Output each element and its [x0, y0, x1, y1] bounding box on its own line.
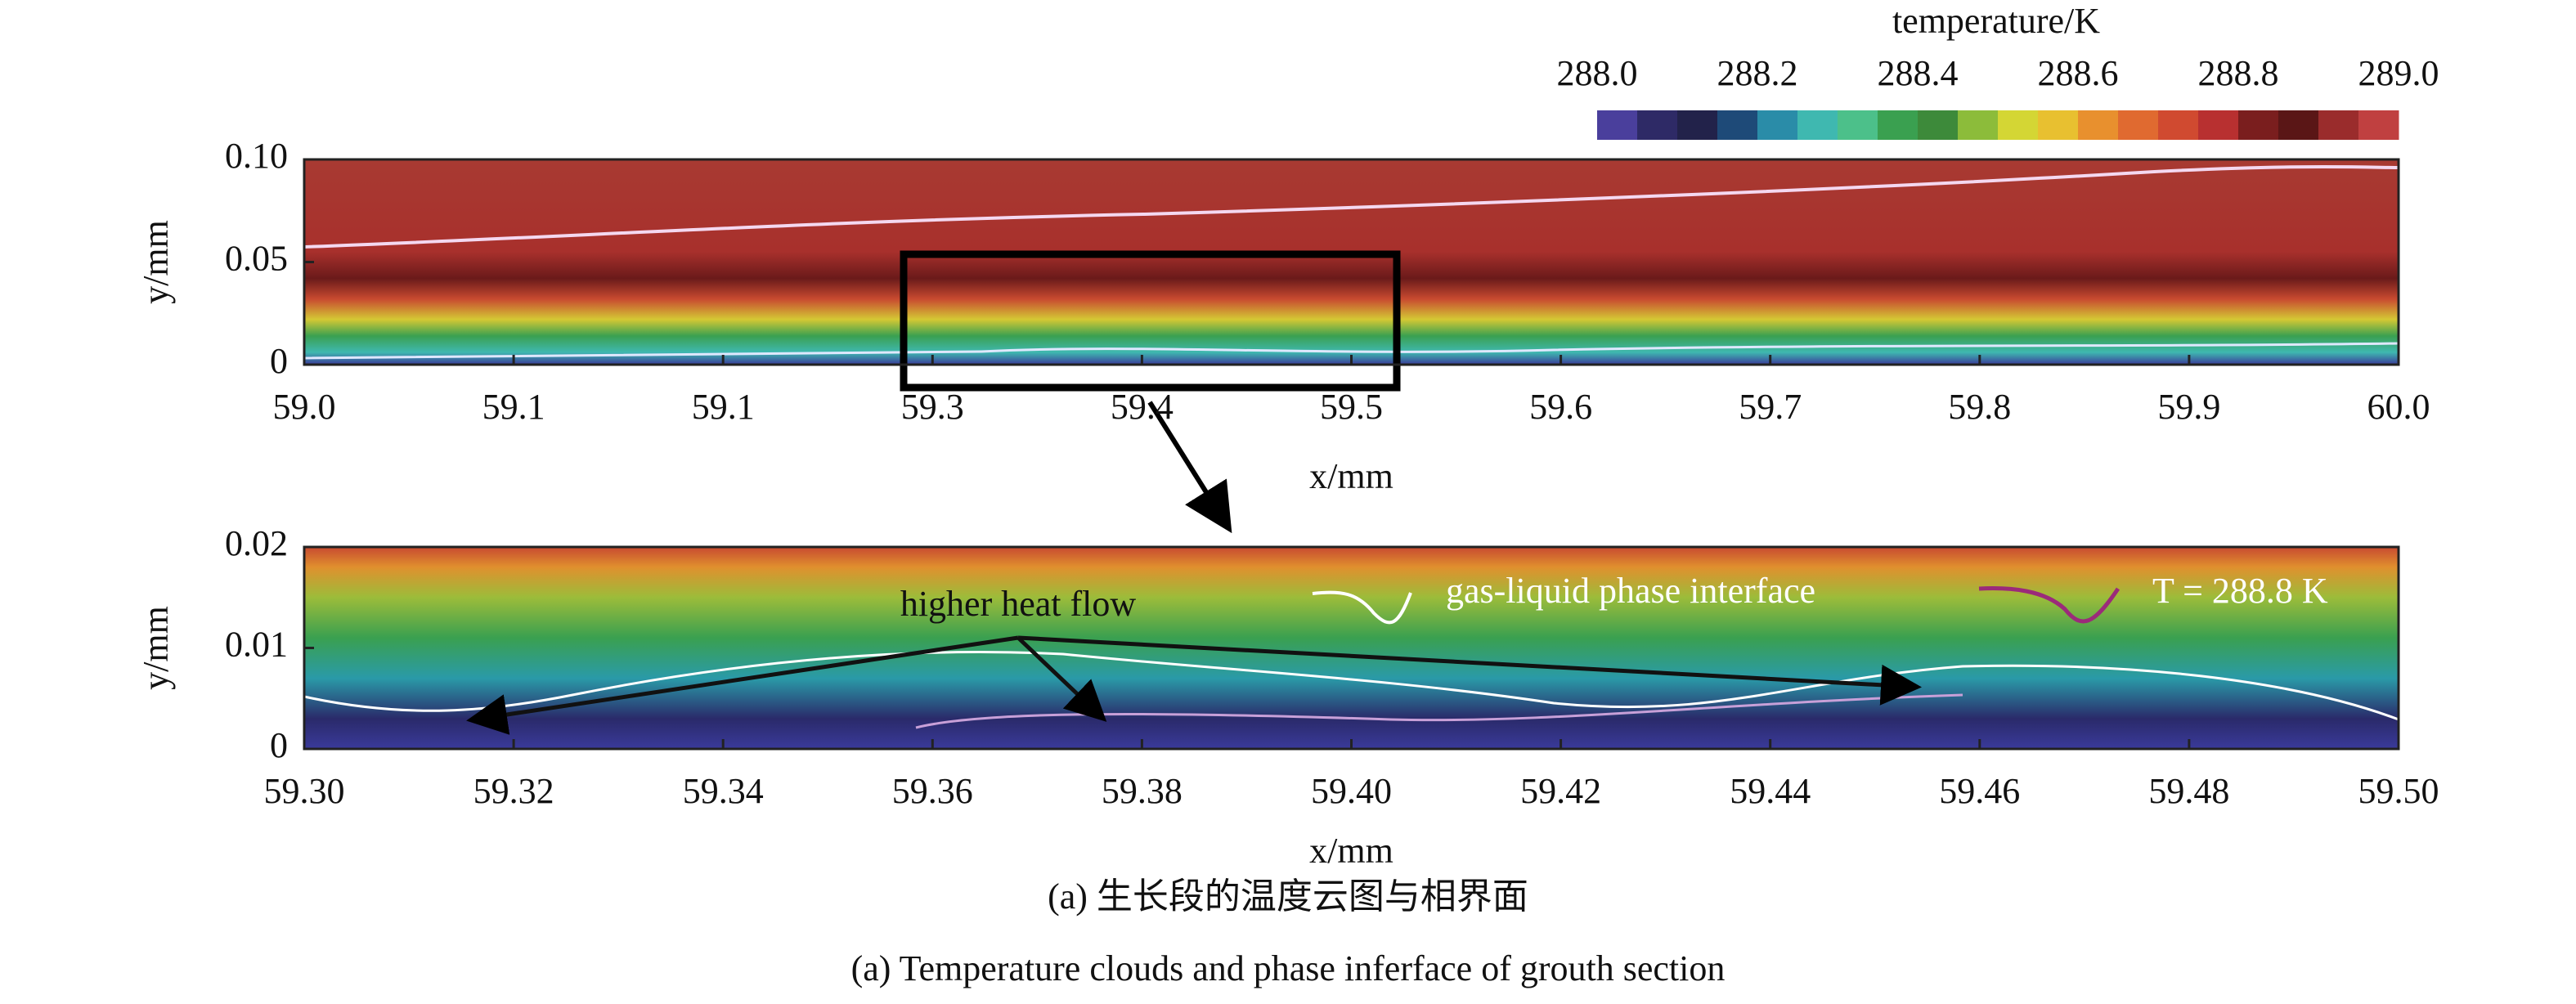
interface-contour — [303, 342, 2399, 360]
colorbar-swatch — [2238, 110, 2279, 140]
colorbar-swatch — [2198, 110, 2239, 140]
colorbar-swatch — [2158, 110, 2199, 140]
y-tick-label: 0 — [270, 341, 288, 381]
colorbar-swatch — [2318, 110, 2359, 140]
x-tick-label: 59.38 — [1102, 771, 1183, 811]
x-tick-label: 59.7 — [1739, 387, 1802, 427]
interface-contour — [303, 164, 2399, 249]
legend-swatch — [1312, 590, 1412, 625]
x-axis-label: x/mm — [1309, 456, 1393, 496]
colorbar-swatch — [1838, 110, 1878, 140]
colorbar-swatch — [1878, 110, 1919, 140]
colorbar-swatch — [2118, 110, 2159, 140]
colorbar-swatch — [1637, 110, 1678, 140]
x-axis-label: x/mm — [1309, 831, 1393, 871]
colorbar-tick-label: 288.0 — [1557, 53, 1638, 93]
x-tick-label: 59.34 — [683, 771, 764, 811]
colorbar-swatch — [1677, 110, 1718, 140]
y-tick-label: 0.02 — [225, 523, 288, 563]
x-tick-label: 59.50 — [2358, 771, 2439, 811]
legend-label: T = 288.8 K — [2152, 571, 2328, 611]
colorbar-swatch — [1717, 110, 1758, 140]
colorbar-tick-label: 288.2 — [1717, 53, 1798, 93]
x-tick-label: 59.6 — [1529, 387, 1592, 427]
x-tick-label: 59.9 — [2157, 387, 2220, 427]
zoom-box — [900, 250, 1401, 392]
legend-swatch — [1978, 586, 2120, 624]
colorbar-swatch — [2358, 110, 2399, 140]
colorbar-swatch — [1998, 110, 2039, 140]
colorbar-swatch — [1757, 110, 1798, 140]
x-tick-label: 59.42 — [1520, 771, 1601, 811]
x-tick-label: 59.30 — [264, 771, 345, 811]
interface-contour — [303, 650, 2399, 721]
y-tick-label: 0 — [270, 725, 288, 765]
colorbar-swatch — [1597, 110, 1638, 140]
zoom-arrow — [1147, 401, 1232, 534]
colorbar-title: temperature/K — [1892, 1, 2100, 41]
legend-label: gas-liquid phase interface — [1446, 571, 1815, 611]
x-tick-label: 59.8 — [1948, 387, 2011, 427]
colorbar-tick-label: 288.4 — [1878, 53, 1959, 93]
x-tick-label: 59.36 — [892, 771, 973, 811]
x-tick-label: 59.32 — [473, 771, 554, 811]
x-tick-label: 59.46 — [1939, 771, 2020, 811]
colorbar-swatch — [2078, 110, 2119, 140]
interface-contour — [915, 693, 1963, 729]
temperature-field — [304, 159, 2399, 365]
y-tick-label: 0.10 — [225, 136, 288, 176]
temperature-field — [304, 547, 2399, 749]
x-tick-label: 59.40 — [1311, 771, 1392, 811]
colorbar-tick-label: 289.0 — [2358, 53, 2439, 93]
y-axis-label: y/mm — [136, 220, 176, 304]
colorbar-tick-label: 288.6 — [2038, 53, 2119, 93]
x-tick-label: 59.0 — [273, 387, 336, 427]
annotation: higher heat flow — [900, 584, 1137, 624]
x-tick-label: 59.1 — [692, 387, 755, 427]
y-axis-label: y/mm — [136, 606, 176, 690]
colorbar-tick-label: 288.8 — [2198, 53, 2279, 93]
x-tick-label: 60.0 — [2367, 387, 2430, 427]
y-tick-label: 0.01 — [225, 625, 288, 665]
colorbar-swatch — [1797, 110, 1838, 140]
y-tick-label: 0.05 — [225, 239, 288, 279]
x-tick-label: 59.48 — [2148, 771, 2229, 811]
colorbar-swatch — [2278, 110, 2319, 140]
x-tick-label: 59.3 — [901, 387, 964, 427]
annotation-arrows — [466, 635, 1922, 735]
colorbar-swatch — [1918, 110, 1959, 140]
colorbar-swatch — [1958, 110, 1999, 140]
caption: (a) 生长段的温度云图与相界面 — [1048, 876, 1528, 917]
x-tick-label: 59.4 — [1111, 387, 1174, 427]
x-tick-label: 59.44 — [1730, 771, 1811, 811]
caption: (a) Temperature clouds and phase inferfa… — [851, 948, 1726, 988]
colorbar-swatch — [2038, 110, 2079, 140]
x-tick-label: 59.1 — [482, 387, 545, 427]
x-tick-label: 59.5 — [1320, 387, 1383, 427]
